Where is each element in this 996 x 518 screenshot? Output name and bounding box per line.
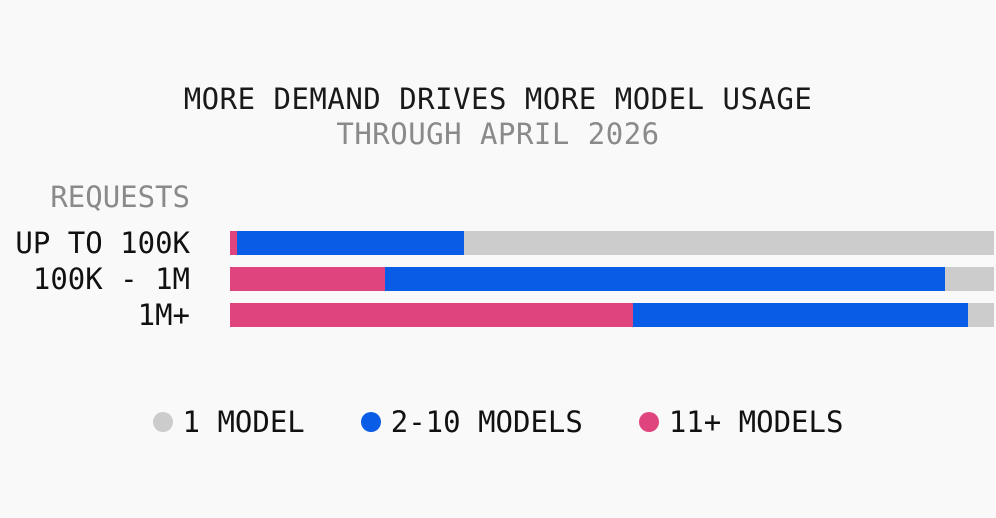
legend-label: 2-10 MODELS <box>390 405 583 439</box>
chart-title: MORE DEMAND DRIVES MORE MODEL USAGE <box>183 82 813 116</box>
legend: 1 MODEL 2-10 MODELS 11+ MODELS <box>0 405 996 439</box>
category-label: 1M+ <box>137 298 190 332</box>
bar-segment-11-models <box>230 231 237 255</box>
legend-item: 1 MODEL <box>152 405 305 439</box>
bar-segment-2-10-models <box>633 303 969 327</box>
legend-swatch <box>638 412 659 432</box>
legend-label: 1 MODEL <box>182 405 305 439</box>
y-axis-title: REQUESTS <box>50 180 190 214</box>
legend-item: 2-10 MODELS <box>360 405 583 439</box>
bar-segment-2-10-models <box>385 267 946 291</box>
bar-row <box>230 267 994 291</box>
bar-row <box>230 303 994 327</box>
bar-segment-1-model <box>968 303 994 327</box>
legend-item: 11+ MODELS <box>638 405 844 439</box>
category-label: 100K - 1M <box>32 262 190 296</box>
bar-segment-11-models <box>230 303 634 327</box>
bar-segment-1-model <box>463 231 994 255</box>
bar-segment-1-model <box>945 267 994 291</box>
legend-swatch <box>360 412 381 432</box>
bar-row <box>230 231 994 255</box>
bar-segment-11-models <box>230 267 386 291</box>
category-label: UP TO 100K <box>15 226 190 260</box>
legend-label: 11+ MODELS <box>668 405 844 439</box>
chart-subtitle: THROUGH APRIL 2026 <box>336 117 660 151</box>
legend-swatch <box>152 412 173 432</box>
bar-segment-2-10-models <box>236 231 464 255</box>
